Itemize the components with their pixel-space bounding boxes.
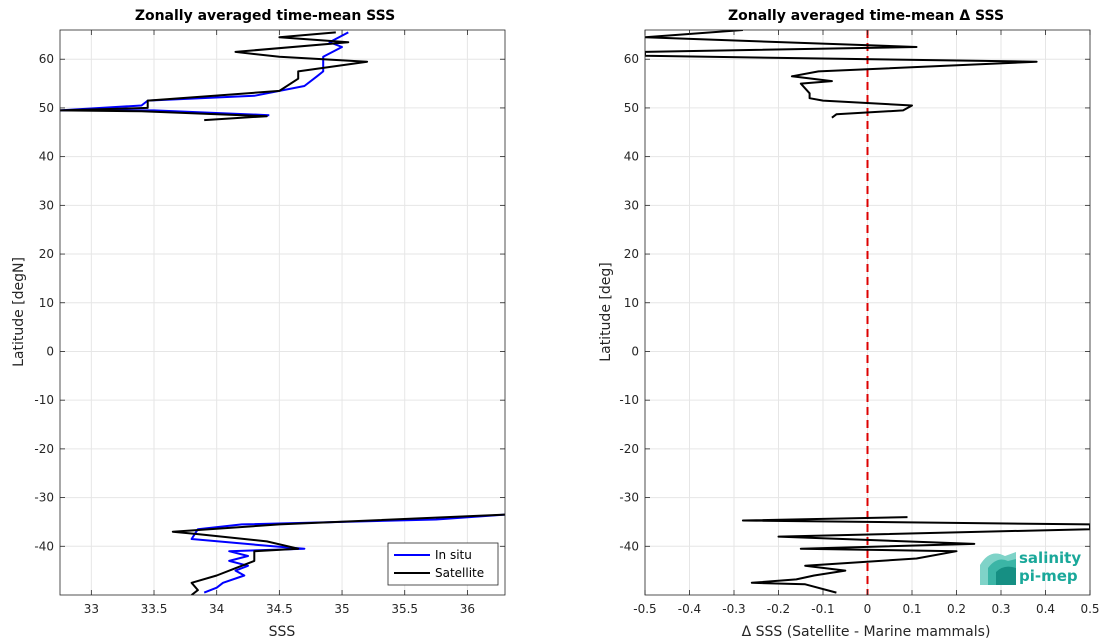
sss-y-tick-label: 10: [39, 296, 54, 310]
sss-x-tick-label: 34: [209, 602, 224, 616]
wave-mark-icon: [980, 552, 1016, 585]
sss-x-tick-label: 35: [334, 602, 349, 616]
delta-sss-x-tick-label: -0.3: [722, 602, 745, 616]
delta-sss-y-tick-label: 30: [624, 198, 639, 212]
sss-y-tick-label: -20: [34, 442, 54, 456]
sss-x-tick-label: 36: [460, 602, 475, 616]
logo-text-pi-mep: pi-mep: [1019, 567, 1078, 585]
delta-sss-y-tick-label: 60: [624, 52, 639, 66]
delta-sss-chart-title: Zonally averaged time-mean Δ SSS: [728, 8, 1004, 24]
sss-x-tick-label: 33.5: [141, 602, 168, 616]
sss-y-tick-label: -40: [34, 539, 54, 553]
delta-sss-y-axis-label: Latitude [deg]: [598, 262, 614, 361]
sss-x-tick-label: 34.5: [266, 602, 293, 616]
sss-y-axis-label: Latitude [degN]: [11, 257, 27, 367]
sss-y-tick-label: 50: [39, 101, 54, 115]
delta-sss-y-tick-label: 20: [624, 247, 639, 261]
sss-series-line-in-situ: [190, 513, 505, 594]
sss-axes: 33 33.5 34 34.5 35 35.5 36 -40 -30 -20 -10 0 10 20 30 4…: [11, 8, 506, 640]
delta-sss-x-tick-label: 0: [864, 602, 872, 616]
sss-x-tick-label: 35.5: [391, 602, 418, 616]
sss-series-line-satellite: [171, 513, 505, 595]
sss-grid: [60, 30, 505, 595]
legend-label-satellite: Satellite: [435, 566, 484, 580]
sss-plot-frame: [59, 29, 506, 596]
delta-sss-y-tick-label: 40: [624, 150, 639, 164]
legend: In situ Satellite: [387, 542, 499, 586]
delta-sss-y-tick-label: -10: [619, 393, 639, 407]
delta-sss-x-tick-label: 0.3: [991, 602, 1010, 616]
delta-sss-x-tick-label: 0.2: [947, 602, 966, 616]
delta-sss-x-tick-label: 0.5: [1080, 602, 1099, 616]
legend-box: [387, 542, 499, 586]
delta-sss-x-tick-label: -0.5: [633, 602, 656, 616]
delta-sss-x-tick-label: -0.4: [678, 602, 701, 616]
legend-label-in-situ: In situ: [435, 548, 472, 562]
sss-y-tick-label: 20: [39, 247, 54, 261]
sss-y-tick-label: 0: [46, 344, 54, 358]
sss-y-tick-label: 60: [39, 52, 54, 66]
delta-sss-x-tick-label: -0.2: [767, 602, 790, 616]
sss-y-tick-label: 30: [39, 198, 54, 212]
sss-series-line-in-situ: [60, 31, 349, 117]
sss-y-tick-label: 40: [39, 150, 54, 164]
delta-sss-y-tick-label: 0: [631, 344, 639, 358]
salinity-pi-mep-logo: salinity pi-mep: [980, 549, 1081, 585]
delta-sss-tick-labels: -0.5 -0.4 -0.3 -0.2 -0.1 0 0.1 0.2 0.3 0.4 0.5 -40 -…: [619, 30, 1100, 616]
delta-sss-series-line-series-0: [741, 516, 1090, 594]
delta-sss-y-tick-label: -40: [619, 539, 639, 553]
sss-series-line-satellite: [60, 31, 369, 122]
sss-x-tick-label: 33: [84, 602, 99, 616]
delta-sss-x-tick-label: 0.1: [902, 602, 921, 616]
sss-tick-labels: 33 33.5 34 34.5 35 35.5 36 -40 -30 -20 -10 0 10 20 30 4…: [34, 30, 505, 616]
delta-sss-y-tick-label: -30: [619, 491, 639, 505]
delta-sss-axes: -0.5 -0.4 -0.3 -0.2 -0.1 0 0.1 0.2 0.3 0.4 0.5 -40 -…: [598, 8, 1100, 640]
sss-y-tick-label: -30: [34, 491, 54, 505]
delta-sss-y-tick-label: 10: [624, 296, 639, 310]
delta-sss-y-tick-label: 50: [624, 101, 639, 115]
delta-sss-x-tick-label: -0.1: [811, 602, 834, 616]
delta-sss-y-tick-label: -20: [619, 442, 639, 456]
sss-x-axis-label: SSS: [269, 624, 296, 640]
delta-sss-x-tick-label: 0.4: [1036, 602, 1055, 616]
sss-y-tick-label: -10: [34, 393, 54, 407]
sss-plot-area: [60, 30, 505, 595]
sss-chart-title: Zonally averaged time-mean SSS: [135, 8, 395, 24]
delta-sss-series-group: [645, 30, 1090, 594]
delta-sss-series-line-series-0: [645, 30, 1038, 119]
sss-series-group: [60, 31, 505, 595]
delta-sss-x-axis-label: Δ SSS (Satellite - Marine mammals): [742, 624, 991, 640]
logo-text-salinity: salinity: [1019, 549, 1081, 567]
